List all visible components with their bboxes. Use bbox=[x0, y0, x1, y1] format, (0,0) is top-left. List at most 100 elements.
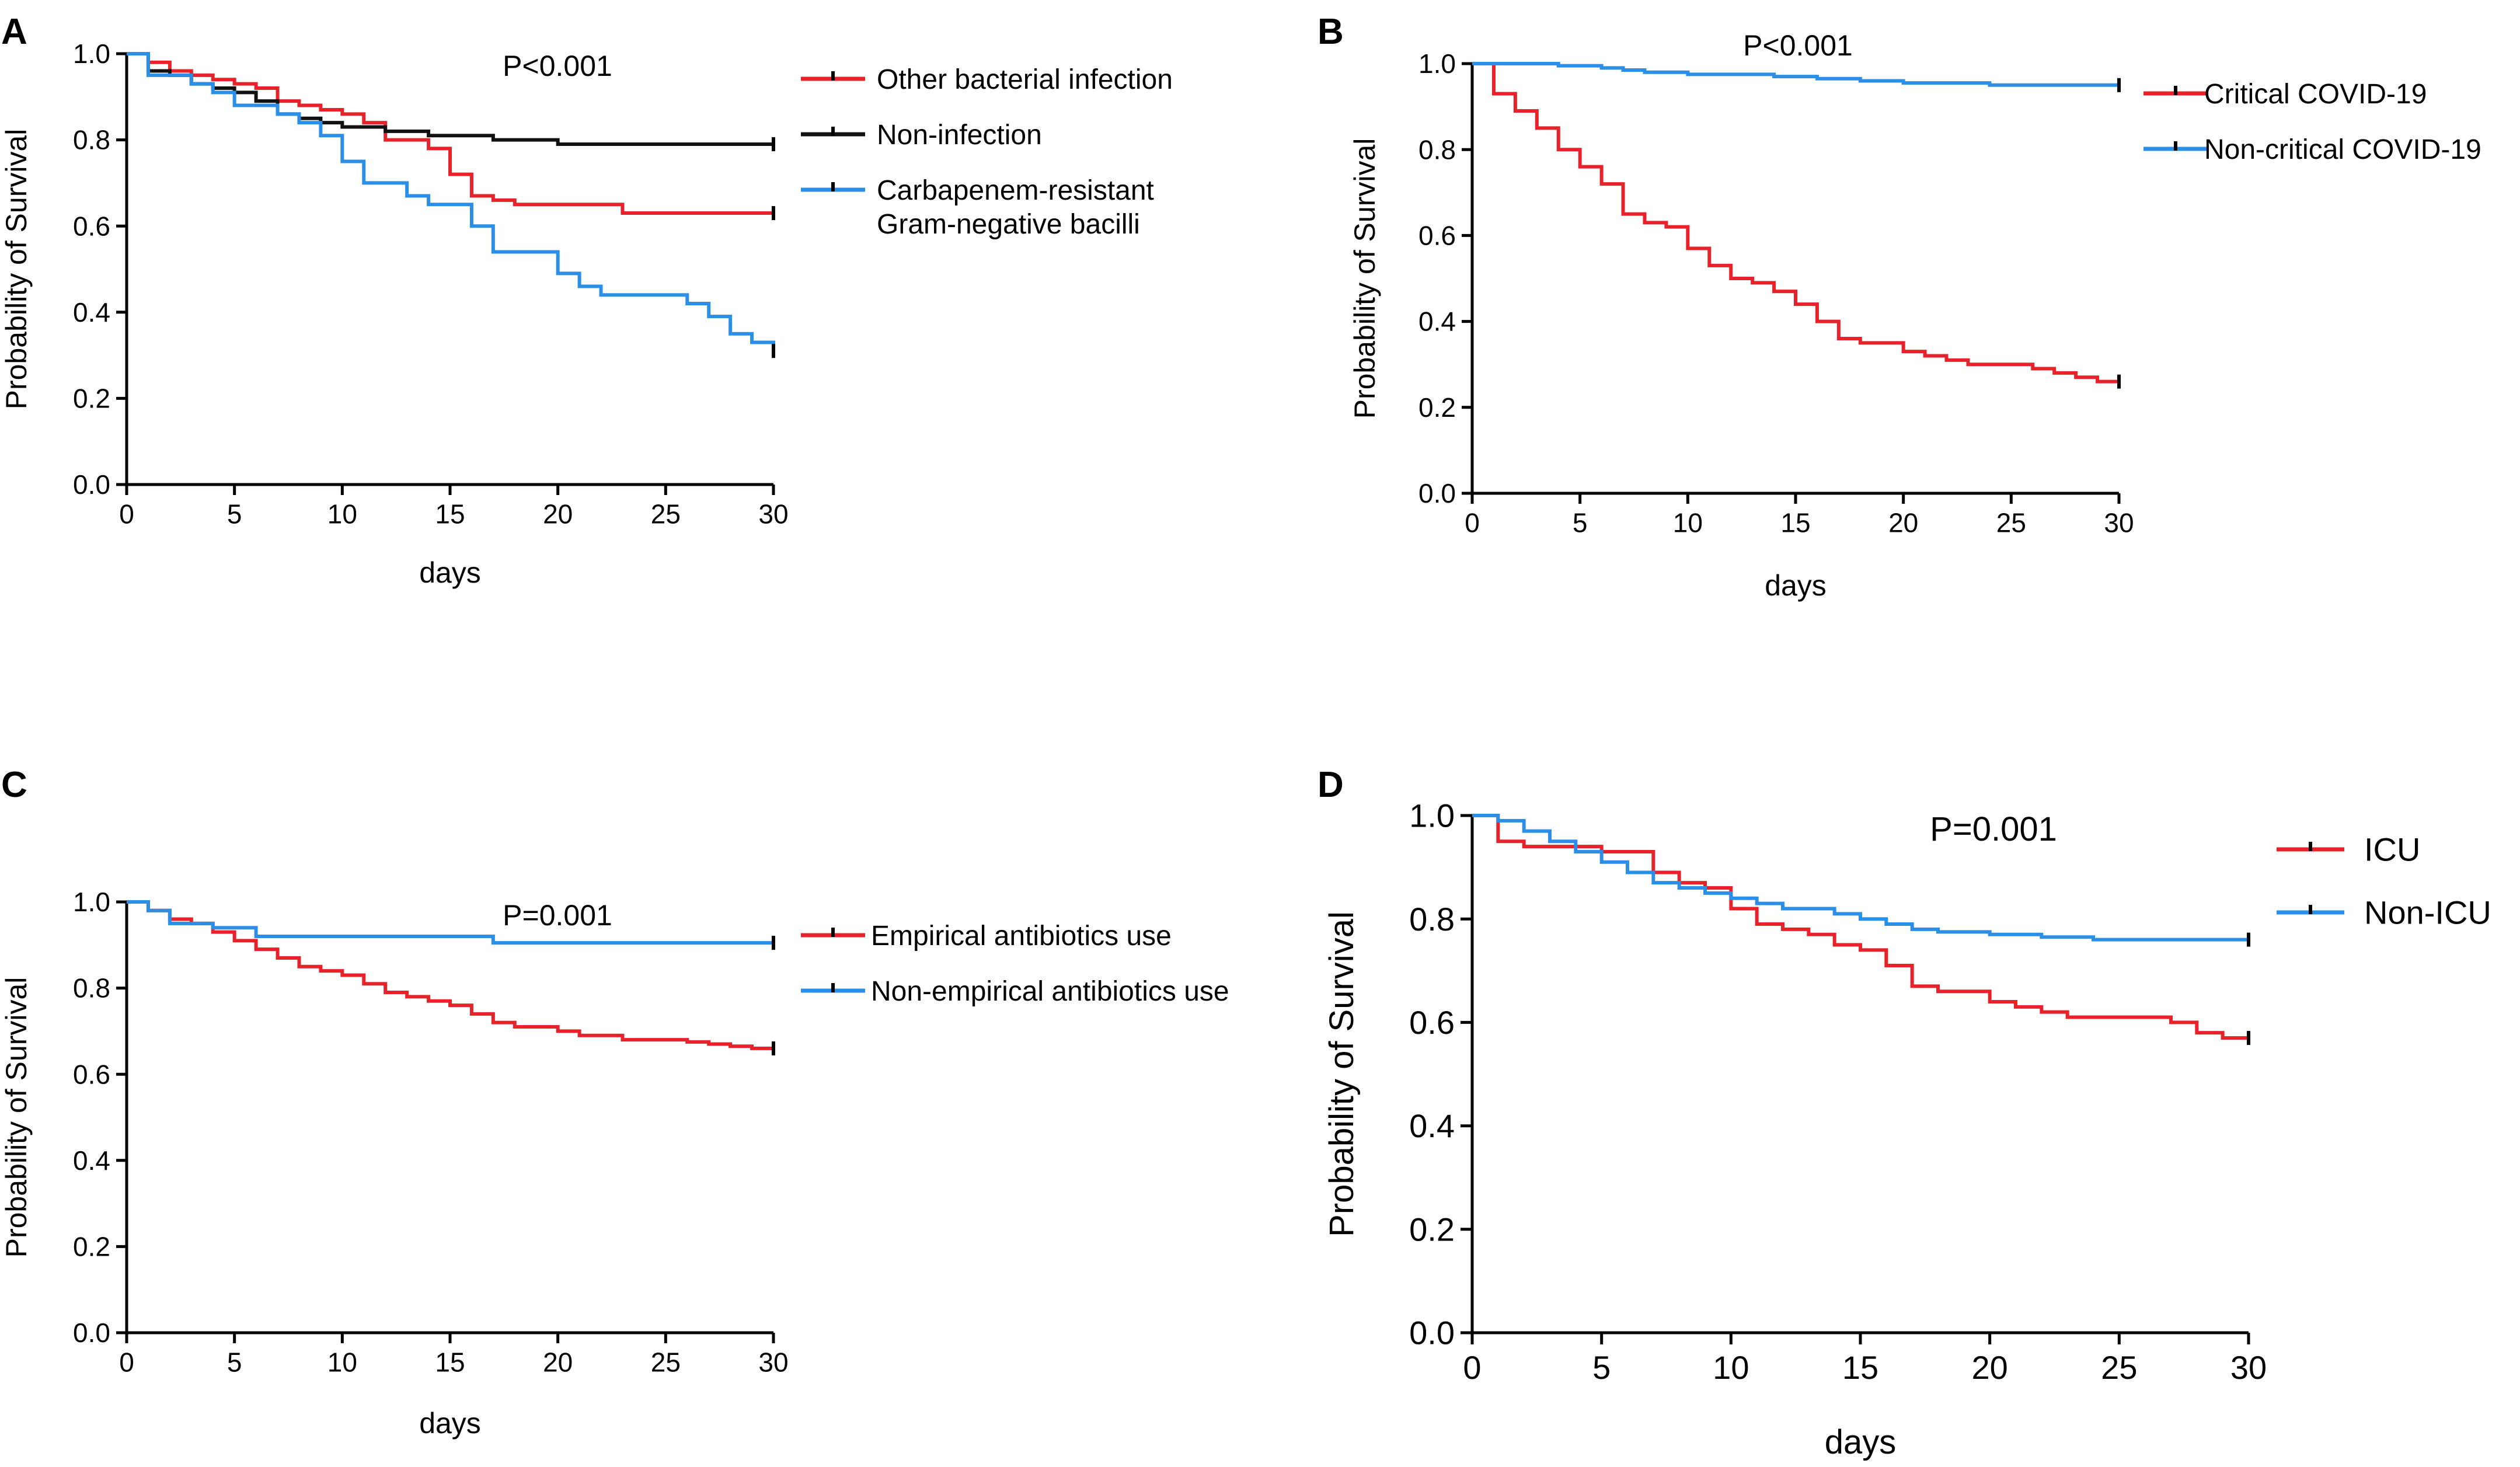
panel-a: A 0 5 10 15 20 25 30 0.0 0.2 0.4 0.6 0.8 1.0 days Proba… bbox=[0, 12, 1173, 589]
series-line-0 bbox=[1472, 62, 2119, 384]
y-tick-label: 0.2 bbox=[1418, 392, 1456, 423]
series-line-1 bbox=[127, 52, 773, 146]
y-axis-label: Probability of Survival bbox=[1348, 138, 1381, 419]
y-tick-label: 0.6 bbox=[73, 211, 110, 241]
x-tick-label: 30 bbox=[758, 1347, 788, 1377]
x-axis-label: days bbox=[419, 1407, 481, 1440]
legend-label: Non-empirical antibiotics use bbox=[871, 976, 1229, 1007]
y-tick-label: 0.0 bbox=[73, 469, 110, 500]
x-axis-label: days bbox=[1765, 569, 1827, 602]
y-tick-label: 0.4 bbox=[1418, 306, 1456, 337]
x-axis-label: days bbox=[1825, 1423, 1897, 1461]
p-value-annotation: P<0.001 bbox=[1743, 29, 1853, 62]
legend-label: Empirical antibiotics use bbox=[871, 921, 1172, 952]
x-tick-label: 15 bbox=[1780, 507, 1810, 538]
x-tick-label: 0 bbox=[119, 499, 134, 529]
legend-label: Other bacterial infection bbox=[877, 64, 1173, 95]
x-tick-label: 10 bbox=[327, 499, 357, 529]
legend-label: ICU bbox=[2364, 831, 2420, 868]
x-tick-label: 25 bbox=[651, 499, 681, 529]
x-tick-label: 5 bbox=[227, 1347, 242, 1377]
x-axis-label: days bbox=[419, 556, 481, 589]
legend-entry: ICU bbox=[2277, 831, 2420, 868]
panel-c: C 0 5 10 15 20 25 30 0.0 0.2 0.4 0.6 0.8 1.0 days Proba… bbox=[0, 765, 1229, 1440]
legend-label: Carbapenem-resistant bbox=[877, 175, 1154, 206]
legend-entry: Non-critical COVID-19 bbox=[2143, 134, 2481, 165]
x-tick-label: 20 bbox=[543, 1347, 573, 1377]
y-tick-label: 0.6 bbox=[73, 1059, 110, 1089]
series-line-1 bbox=[1472, 62, 2119, 87]
y-tick-label: 0.2 bbox=[1409, 1211, 1455, 1248]
series-line-1 bbox=[127, 900, 773, 945]
y-tick-label: 0.8 bbox=[73, 973, 110, 1003]
p-value-annotation: P=0.001 bbox=[503, 899, 612, 932]
y-tick-label: 0.6 bbox=[1409, 1004, 1455, 1041]
x-tick-label: 15 bbox=[435, 1347, 465, 1377]
panel-letter: B bbox=[1317, 12, 1344, 52]
x-tick-label: 5 bbox=[1592, 1349, 1611, 1386]
y-axis-label: Probability of Survival bbox=[1323, 911, 1361, 1237]
panel-letter: A bbox=[1, 12, 27, 52]
legend-entry: Empirical antibiotics use bbox=[801, 921, 1172, 952]
panel-letter: C bbox=[1, 765, 27, 805]
x-tick-label: 20 bbox=[543, 499, 573, 529]
series-line-0 bbox=[127, 52, 773, 215]
y-tick-label: 0.4 bbox=[1409, 1107, 1455, 1144]
x-tick-label: 25 bbox=[1996, 507, 2026, 538]
x-tick-label: 10 bbox=[1713, 1349, 1749, 1386]
legend-entry: Non-empirical antibiotics use bbox=[801, 976, 1229, 1007]
p-value-annotation: P<0.001 bbox=[503, 50, 612, 82]
y-tick-label: 0.0 bbox=[1409, 1315, 1455, 1351]
legend-label: Non-infection bbox=[877, 120, 1042, 151]
x-tick-label: 5 bbox=[1573, 507, 1588, 538]
x-tick-label: 30 bbox=[758, 499, 788, 529]
y-tick-label: 0.8 bbox=[73, 125, 110, 155]
y-tick-label: 1.0 bbox=[1409, 797, 1455, 834]
x-tick-label: 0 bbox=[1465, 507, 1480, 538]
x-tick-label: 30 bbox=[2104, 507, 2134, 538]
x-tick-label: 5 bbox=[227, 499, 242, 529]
x-tick-label: 15 bbox=[1842, 1349, 1878, 1386]
y-tick-label: 0.2 bbox=[73, 1232, 110, 1262]
y-tick-label: 0.0 bbox=[1418, 478, 1456, 508]
x-tick-label: 20 bbox=[1888, 507, 1918, 538]
y-tick-label: 1.0 bbox=[1418, 48, 1456, 79]
y-tick-label: 0.6 bbox=[1418, 221, 1456, 251]
panel-letter: D bbox=[1317, 765, 1344, 805]
series-line-1 bbox=[1472, 814, 2249, 942]
series-line-0 bbox=[1472, 814, 2249, 1040]
y-tick-label: 0.8 bbox=[1409, 901, 1455, 938]
y-tick-label: 0.0 bbox=[73, 1318, 110, 1348]
x-tick-label: 30 bbox=[2230, 1349, 2267, 1386]
p-value-annotation: P=0.001 bbox=[1930, 810, 2057, 848]
y-axis-label: Probability of Survival bbox=[0, 977, 33, 1258]
legend-label: Critical COVID-19 bbox=[2204, 79, 2427, 110]
x-tick-label: 10 bbox=[327, 1347, 357, 1377]
x-tick-label: 15 bbox=[435, 499, 465, 529]
y-tick-label: 0.2 bbox=[73, 384, 110, 414]
x-tick-label: 20 bbox=[1972, 1349, 2008, 1386]
y-tick-label: 0.4 bbox=[73, 297, 110, 327]
y-tick-label: 1.0 bbox=[73, 39, 110, 69]
panel-d: D 0 5 10 15 20 25 30 0.0 0.2 0.4 0.6 0.8 1.0 days Proba… bbox=[1317, 765, 2491, 1461]
legend-entry: Other bacterial infection bbox=[801, 64, 1173, 95]
series-line-0 bbox=[127, 900, 773, 1050]
x-tick-label: 0 bbox=[119, 1347, 134, 1377]
legend-entry: Non-ICU bbox=[2277, 894, 2491, 931]
legend-entry: Non-infection bbox=[801, 120, 1042, 151]
x-tick-label: 25 bbox=[2101, 1349, 2137, 1386]
x-tick-label: 25 bbox=[651, 1347, 681, 1377]
y-tick-label: 0.8 bbox=[1418, 134, 1456, 165]
legend-label: Gram-negative bacilli bbox=[877, 209, 1140, 240]
y-tick-label: 1.0 bbox=[73, 887, 110, 917]
legend-label: Non-ICU bbox=[2364, 894, 2491, 931]
legend-entry: Critical COVID-19 bbox=[2143, 79, 2427, 110]
y-axis-label: Probability of Survival bbox=[0, 129, 33, 410]
series-line-2 bbox=[127, 52, 775, 351]
panel-b: B 0 5 10 15 20 25 30 0.0 0.2 0.4 0.6 0.8 1.0 days Proba… bbox=[1317, 12, 2481, 602]
x-tick-label: 10 bbox=[1673, 507, 1703, 538]
x-tick-label: 0 bbox=[1463, 1349, 1481, 1386]
legend-label: Non-critical COVID-19 bbox=[2204, 134, 2481, 165]
